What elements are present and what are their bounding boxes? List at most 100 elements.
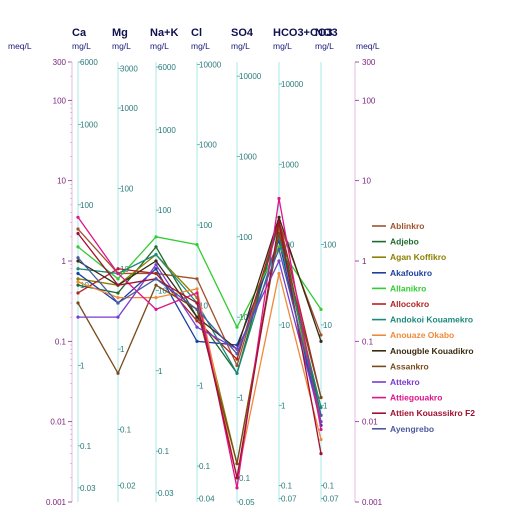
legend-label: Anougble Kouadikro [390, 346, 474, 356]
column-tick-label: 100 [199, 221, 213, 230]
right-tick-label: 0.001 [362, 498, 383, 507]
column-tick-label: 10 [80, 281, 89, 290]
column-tick-label: 1000 [120, 104, 138, 113]
left-tick-label: 10 [57, 177, 66, 186]
column-tick-label: 1 [239, 393, 244, 402]
column-tick-label: 10000 [239, 72, 262, 81]
column-tick-label: 10 [199, 301, 208, 310]
column-tick-label: 100 [158, 206, 172, 215]
data-point [277, 215, 281, 219]
data-point [76, 231, 80, 236]
data-point [76, 280, 80, 284]
data-point [116, 291, 120, 295]
column-tick-label: 100 [239, 233, 253, 242]
data-point [319, 452, 323, 456]
data-point [76, 271, 80, 276]
column-tick-label: 1000 [158, 126, 176, 135]
data-point [154, 235, 158, 239]
data-point [235, 462, 239, 466]
data-point [235, 357, 239, 361]
column-tick-label: 10 [323, 321, 332, 330]
column-tick-label: 10 [281, 321, 290, 330]
column-tick-label: 1 [281, 401, 286, 410]
column-unit: mg/L [72, 41, 91, 51]
column-tick-label: 6000 [80, 58, 98, 67]
right-tick-label: 0.01 [362, 418, 378, 427]
right-tick-label: 300 [362, 58, 376, 67]
legend-label: Anouaze Okabo [390, 330, 454, 340]
data-point [116, 371, 120, 375]
data-point [154, 259, 158, 263]
column-tick-label: 0.04 [199, 495, 215, 504]
data-point [319, 307, 323, 311]
legend: Ablinkro Adjebo Agan Koffikro Akafoukro Alla… [372, 221, 475, 434]
data-point [319, 437, 323, 442]
legend-label: Andokoi Kouamekro [390, 315, 473, 325]
column-tick-label: 0.1 [120, 425, 132, 434]
left-tick-label: 0.001 [46, 498, 67, 507]
column-tick-label: 0.1 [199, 462, 211, 471]
data-point [76, 315, 80, 319]
column-tick-label: 10000 [199, 60, 222, 69]
data-point [277, 259, 281, 263]
column-tick-label: 1 [120, 345, 125, 354]
column-unit: mg/L [315, 41, 334, 51]
data-point [154, 277, 158, 281]
column-tick-label: 10 [158, 286, 167, 295]
data-point [116, 283, 120, 287]
data-point [195, 307, 199, 311]
column-unit: mg/L [191, 41, 210, 51]
data-point [195, 291, 199, 295]
data-point [116, 296, 120, 300]
axes-layer: meq/L 300 100 10 1 0.1 0.01 0.001 meq/L 300 100 10 1… [8, 27, 383, 507]
data-point [76, 301, 80, 305]
left-tick-label: 300 [53, 58, 67, 67]
legend-label: Agan Koffikro [390, 252, 446, 262]
data-point [277, 221, 281, 225]
data-point [154, 253, 158, 257]
data-point [319, 405, 323, 410]
data-point [277, 271, 281, 276]
column-tick-label: 10000 [281, 80, 304, 89]
right-tick-label: 10 [362, 177, 371, 186]
data-point [154, 283, 158, 287]
data-point [195, 287, 199, 291]
data-point [319, 339, 323, 343]
column-tick-label: 0.02 [120, 482, 136, 491]
column-tick-label: 100 [120, 184, 134, 193]
column-tick-label: 1 [158, 367, 163, 376]
column-tick-label: 1 [323, 401, 328, 410]
column-tick-label: 100 [80, 201, 94, 210]
legend-label: Assankro [390, 361, 429, 371]
column-tick-label: 0.1 [323, 482, 335, 491]
column-unit: mg/L [273, 41, 292, 51]
data-point [195, 277, 199, 281]
legend-label: Adjebo [390, 237, 419, 247]
legend-label: Attiegouakro [390, 393, 442, 403]
data-point [154, 307, 158, 311]
data-point [154, 296, 158, 300]
right-tick-label: 0.1 [362, 337, 374, 346]
data-point [195, 301, 199, 305]
column-tick-label: 1000 [281, 160, 299, 169]
data-point [319, 427, 323, 432]
column-unit: mg/L [150, 41, 169, 51]
column-tick-label: 0.07 [281, 495, 297, 504]
left-tick-label: 100 [53, 96, 67, 105]
data-point [319, 333, 323, 337]
data-point [76, 267, 80, 271]
column-unit: mg/L [231, 41, 250, 51]
data-point [195, 242, 199, 247]
data-point [195, 325, 199, 329]
right-tick-label: 1 [362, 257, 367, 266]
column-tick-label: 0.05 [239, 498, 255, 507]
data-point [277, 245, 281, 249]
column-tick-label: 3000 [120, 64, 138, 73]
legend-label: Allocokro [390, 299, 429, 309]
column-tick-label: 0.03 [80, 484, 96, 493]
left-tick-label: 0.1 [55, 337, 67, 346]
data-point [235, 325, 239, 329]
legend-label: Attien Kouassikro F2 [390, 408, 475, 418]
data-point [235, 352, 239, 356]
